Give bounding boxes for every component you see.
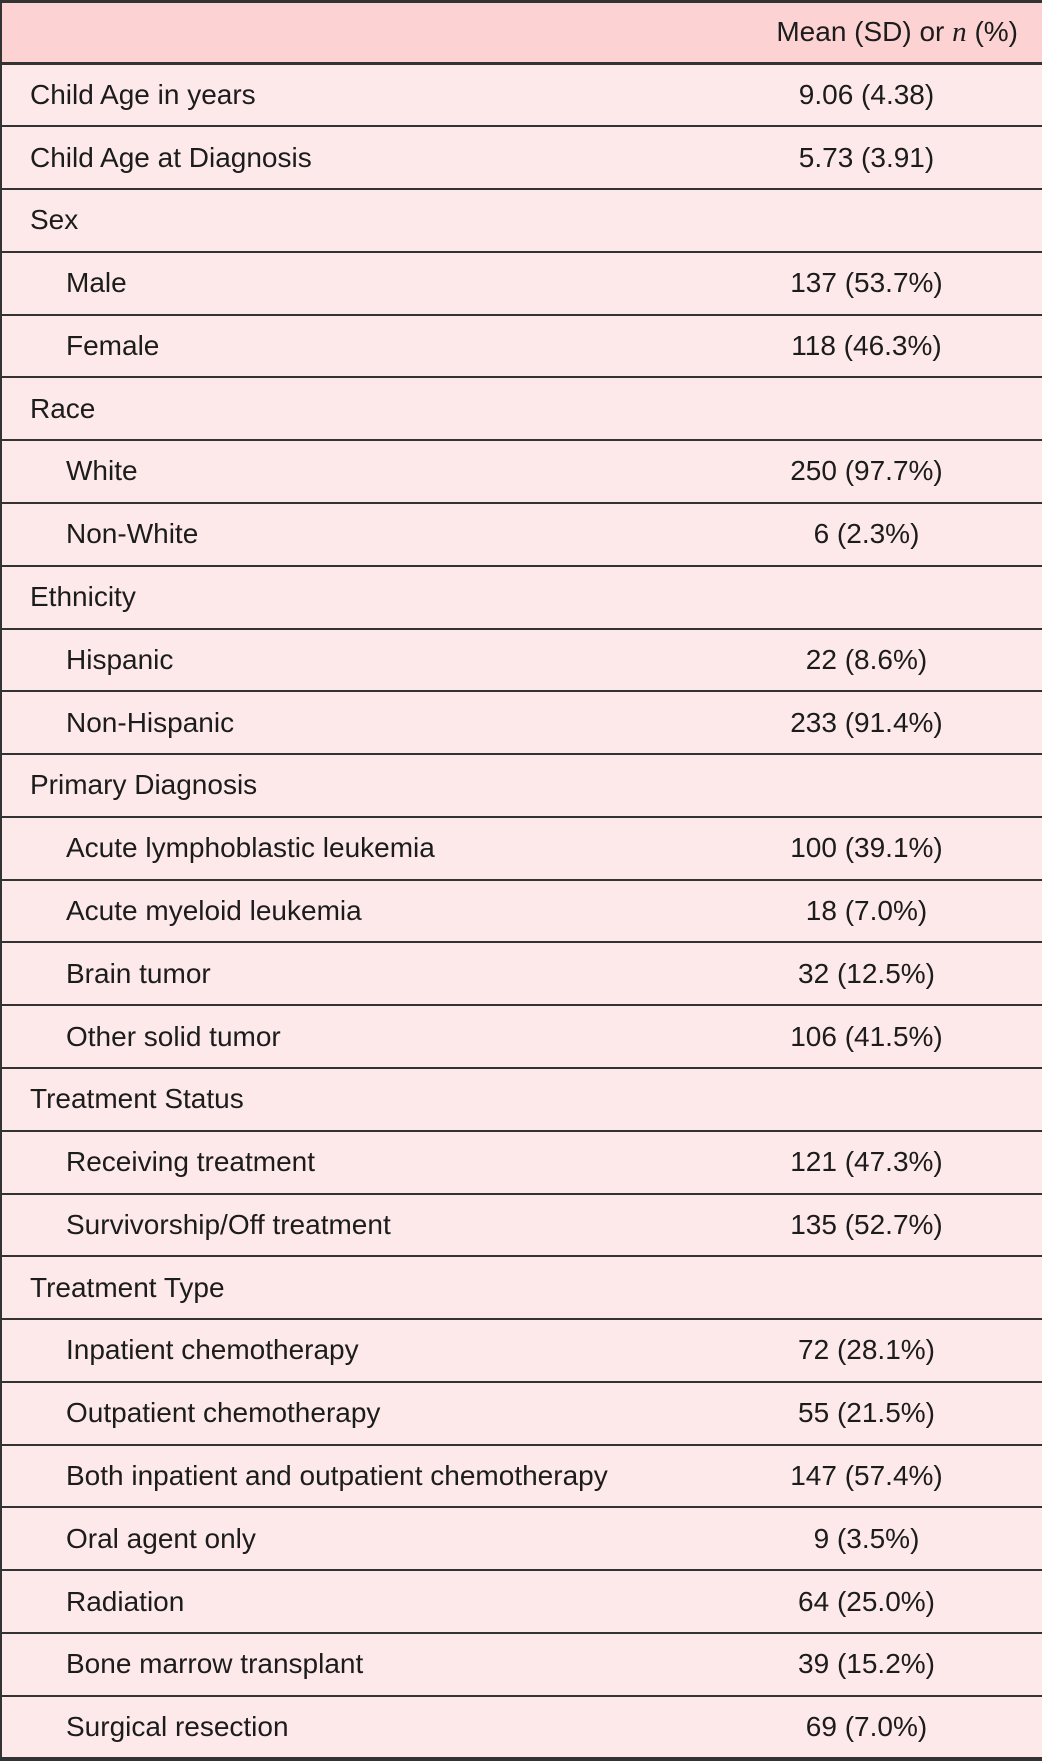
table-row: Acute myeloid leukemia 18 (7.0%) — [1, 878, 1042, 943]
table-row: Ethnicity — [1, 564, 1042, 629]
row-value: 121 (47.3%) — [717, 1129, 1042, 1194]
table-row: White 250 (97.7%) — [1, 439, 1042, 503]
row-label: Inpatient chemotherapy — [1, 1318, 717, 1382]
table-row: Race — [1, 376, 1042, 441]
row-label: Survivorship/Off treatment — [1, 1192, 717, 1257]
value-header-n-italic: n — [952, 15, 967, 48]
row-label: Oral agent only — [1, 1506, 717, 1571]
row-label: Receiving treatment — [1, 1129, 717, 1194]
row-value: 39 (15.2%) — [717, 1632, 1042, 1696]
row-label: Child Age in years — [1, 62, 717, 127]
row-value: 72 (28.1%) — [717, 1318, 1042, 1382]
row-label: White — [1, 439, 717, 503]
table-row: Female 118 (46.3%) — [1, 313, 1042, 378]
row-label: Surgical resection — [1, 1694, 717, 1759]
table-row: Child Age in years 9.06 (4.38) — [1, 62, 1042, 127]
table-row: Treatment Type — [1, 1255, 1042, 1320]
row-label: Primary Diagnosis — [1, 753, 717, 817]
row-label: Treatment Status — [1, 1067, 717, 1131]
row-label: Treatment Type — [1, 1255, 717, 1320]
table-header-row: Mean (SD) or n (%) — [1, 1, 1042, 65]
table-row: Non-White 6 (2.3%) — [1, 501, 1042, 566]
row-label: Non-White — [1, 501, 717, 566]
row-label: Ethnicity — [1, 564, 717, 629]
table-row: Male 137 (53.7%) — [1, 250, 1042, 315]
row-value: 9.06 (4.38) — [717, 62, 1042, 127]
row-value — [717, 564, 1042, 629]
row-label: Bone marrow transplant — [1, 1632, 717, 1696]
value-header-prefix: Mean (SD) or — [776, 15, 953, 47]
row-label: Acute myeloid leukemia — [1, 878, 717, 943]
table-row: Non-Hispanic 233 (91.4%) — [1, 690, 1042, 755]
table-row: Inpatient chemotherapy 72 (28.1%) — [1, 1318, 1042, 1382]
table-row: Child Age at Diagnosis 5.73 (3.91) — [1, 125, 1042, 190]
row-value: 6 (2.3%) — [717, 501, 1042, 566]
table-row: Surgical resection 69 (7.0%) — [1, 1694, 1042, 1759]
row-value: 100 (39.1%) — [717, 815, 1042, 880]
row-label: Brain tumor — [1, 941, 717, 1006]
row-label: Outpatient chemotherapy — [1, 1380, 717, 1445]
row-label: Male — [1, 250, 717, 315]
table-row: Survivorship/Off treatment 135 (52.7%) — [1, 1192, 1042, 1257]
row-value: 147 (57.4%) — [717, 1443, 1042, 1508]
table-row: Other solid tumor 106 (41.5%) — [1, 1004, 1042, 1068]
row-label: Radiation — [1, 1569, 717, 1634]
table-row: Primary Diagnosis — [1, 753, 1042, 817]
row-label: Non-Hispanic — [1, 690, 717, 755]
row-label: Other solid tumor — [1, 1004, 717, 1068]
value-header-suffix: (%) — [966, 15, 1018, 47]
row-value: 135 (52.7%) — [717, 1192, 1042, 1257]
row-value: 118 (46.3%) — [717, 313, 1042, 378]
row-value: 233 (91.4%) — [717, 690, 1042, 755]
table-row: Sex — [1, 188, 1042, 252]
table-row: Outpatient chemotherapy 55 (21.5%) — [1, 1380, 1042, 1445]
row-value: 5.73 (3.91) — [717, 125, 1042, 190]
row-value: 9 (3.5%) — [717, 1506, 1042, 1571]
row-label: Acute lymphoblastic leukemia — [1, 815, 717, 880]
row-value: 106 (41.5%) — [717, 1004, 1042, 1068]
row-label: Hispanic — [1, 627, 717, 692]
row-value: 250 (97.7%) — [717, 439, 1042, 503]
table-row: Brain tumor 32 (12.5%) — [1, 941, 1042, 1006]
table-row: Oral agent only 9 (3.5%) — [1, 1506, 1042, 1571]
row-value — [717, 376, 1042, 441]
row-label: Race — [1, 376, 717, 441]
row-label: Child Age at Diagnosis — [1, 125, 717, 190]
row-value — [717, 753, 1042, 817]
table-row: Radiation 64 (25.0%) — [1, 1569, 1042, 1634]
row-value: 18 (7.0%) — [717, 878, 1042, 943]
row-value — [717, 1067, 1042, 1131]
row-label: Both inpatient and outpatient chemothera… — [1, 1443, 717, 1508]
row-label: Female — [1, 313, 717, 378]
row-value — [717, 188, 1042, 252]
row-value: 64 (25.0%) — [717, 1569, 1042, 1634]
row-value: 55 (21.5%) — [717, 1380, 1042, 1445]
row-value: 69 (7.0%) — [717, 1694, 1042, 1759]
table-row: Acute lymphoblastic leukemia 100 (39.1%) — [1, 815, 1042, 880]
table-row: Treatment Status — [1, 1067, 1042, 1131]
row-value: 137 (53.7%) — [717, 250, 1042, 315]
row-value — [717, 1255, 1042, 1320]
table-row: Hispanic 22 (8.6%) — [1, 627, 1042, 692]
row-label: Sex — [1, 188, 717, 252]
value-column-header: Mean (SD) or n (%) — [717, 1, 1042, 65]
row-value: 22 (8.6%) — [717, 627, 1042, 692]
table-row: Receiving treatment 121 (47.3%) — [1, 1129, 1042, 1194]
row-value: 32 (12.5%) — [717, 941, 1042, 1006]
table-row: Bone marrow transplant 39 (15.2%) — [1, 1632, 1042, 1696]
label-column-header — [1, 1, 717, 65]
table-row: Both inpatient and outpatient chemothera… — [1, 1443, 1042, 1508]
